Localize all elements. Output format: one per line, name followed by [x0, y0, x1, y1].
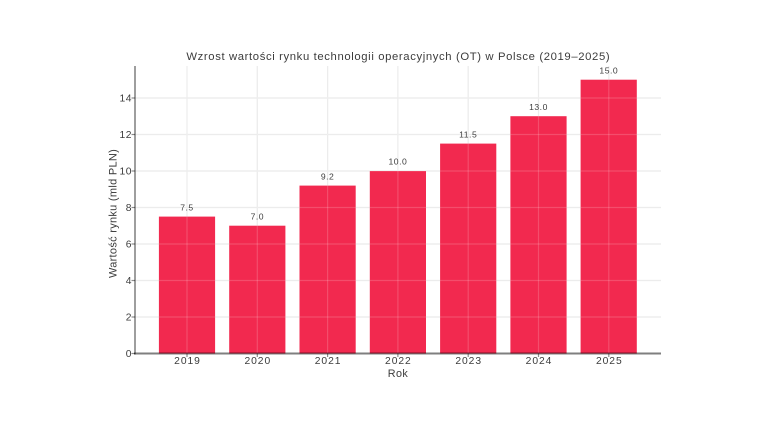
svg-text:2: 2 [126, 313, 132, 324]
svg-text:15.0: 15.0 [599, 65, 618, 75]
svg-text:Wzrost wartości rynku technolo: Wzrost wartości rynku technologii operac… [186, 51, 610, 63]
svg-text:10.0: 10.0 [389, 157, 408, 167]
svg-text:7.0: 7.0 [251, 211, 264, 221]
svg-text:14: 14 [119, 94, 132, 105]
svg-text:6: 6 [126, 240, 132, 251]
svg-text:2024: 2024 [526, 356, 553, 367]
svg-text:9.2: 9.2 [321, 171, 334, 181]
svg-text:7.5: 7.5 [180, 202, 193, 212]
svg-text:2023: 2023 [455, 356, 482, 367]
svg-text:4: 4 [126, 276, 132, 287]
svg-text:2021: 2021 [315, 356, 342, 367]
svg-text:8: 8 [126, 203, 132, 214]
svg-text:11.5: 11.5 [459, 129, 477, 139]
svg-text:12: 12 [119, 130, 132, 141]
svg-text:2022: 2022 [385, 356, 412, 367]
svg-text:13.0: 13.0 [529, 102, 548, 112]
svg-text:2020: 2020 [244, 356, 271, 367]
svg-text:Rok: Rok [388, 368, 409, 380]
svg-text:0: 0 [126, 349, 132, 360]
svg-text:2025: 2025 [596, 356, 623, 367]
svg-text:2019: 2019 [174, 356, 201, 367]
svg-text:Wartość rynku (mld PLN): Wartość rynku (mld PLN) [108, 149, 120, 278]
svg-text:10: 10 [119, 167, 132, 178]
